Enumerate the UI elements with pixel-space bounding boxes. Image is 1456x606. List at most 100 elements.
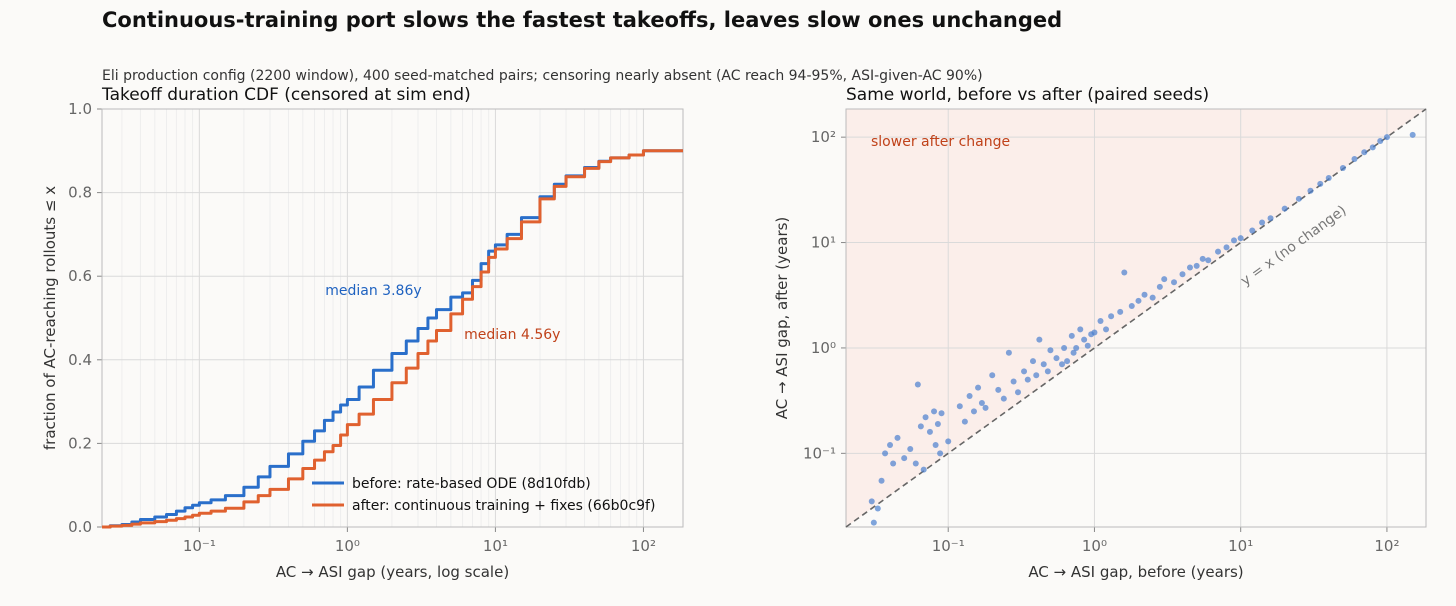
scatter-point: [1070, 349, 1077, 356]
cdf-y-tick-label: 1.0: [68, 100, 92, 118]
scatter-point: [1307, 187, 1314, 194]
scatter-point: [1068, 332, 1075, 339]
cdf-y-tick-label: 0.4: [68, 351, 92, 369]
scatter-x-axis-label: AC → ASI gap, before (years): [1028, 563, 1243, 581]
scatter-y-tick-label: 10²: [811, 128, 836, 146]
scatter-point: [1084, 342, 1091, 349]
scatter-x-tick-label: 10¹: [1228, 537, 1253, 555]
scatter-point: [1249, 227, 1256, 234]
legend-label-after: after: continuous training + fixes (66b0…: [352, 498, 655, 514]
legend-label-before: before: rate-based ODE (8d10fdb): [352, 476, 591, 492]
scatter-point: [1186, 264, 1193, 271]
scatter-y-tick-label: 10⁻¹: [803, 444, 836, 462]
median-annotation: median 4.56y: [464, 327, 560, 343]
scatter-point: [1149, 294, 1156, 301]
scatter-point: [894, 434, 901, 441]
scatter-point: [1205, 257, 1212, 264]
scatter-point: [1141, 291, 1148, 298]
scatter-point: [1081, 336, 1088, 343]
median-annotation: median 3.86y: [325, 283, 421, 299]
scatter-point: [1351, 156, 1358, 163]
scatter-point: [907, 445, 914, 452]
cdf-x-axis-label: AC → ASI gap (years, log scale): [276, 563, 509, 581]
scatter-point: [1369, 144, 1376, 151]
scatter-point: [1128, 303, 1135, 310]
scatter-point: [995, 386, 1002, 393]
scatter-point: [938, 410, 945, 417]
scatter-point: [1033, 372, 1040, 379]
scatter-point: [882, 450, 889, 457]
scatter-point: [1091, 329, 1098, 336]
cdf-panel-title: Takeoff duration CDF (censored at sim en…: [101, 85, 471, 105]
cdf-y-tick-label: 0.0: [68, 518, 92, 536]
scatter-point: [901, 455, 908, 462]
scatter-point: [1040, 361, 1047, 368]
scatter-point: [870, 519, 877, 526]
scatter-point: [1231, 237, 1238, 244]
cdf-plot-frame: [101, 108, 684, 528]
scatter-point: [1135, 297, 1142, 304]
scatter-point: [1061, 344, 1068, 351]
scatter-point: [920, 466, 927, 473]
scatter-point: [1171, 279, 1178, 286]
scatter-point: [1156, 283, 1163, 290]
scatter-point: [1059, 361, 1066, 368]
scatter-point: [887, 441, 894, 448]
scatter-x-tick-label: 10²: [1374, 537, 1399, 555]
scatter-point: [1108, 313, 1115, 320]
after-cdf-line: [102, 149, 683, 529]
scatter-x-tick-label: 10⁻¹: [932, 537, 965, 555]
slower-region-label: slower after change: [871, 134, 1010, 150]
scatter-point: [1064, 358, 1071, 365]
scatter-point: [1259, 219, 1266, 226]
scatter-plot-frame: [845, 108, 1427, 528]
scatter-point: [1361, 149, 1368, 156]
scatter-point: [1339, 164, 1346, 171]
cdf-x-tick-label: 10¹: [483, 537, 508, 555]
scatter-point: [1005, 349, 1012, 356]
scatter-point: [1097, 318, 1104, 325]
scatter-point: [1021, 368, 1028, 375]
scatter-point: [1193, 262, 1200, 269]
scatter-point: [1047, 347, 1054, 354]
scatter-point: [1215, 248, 1222, 255]
scatter-point: [914, 381, 921, 388]
scatter-point: [1409, 131, 1416, 138]
scatter-point: [1161, 276, 1168, 283]
scatter-point: [966, 392, 973, 399]
cdf-y-axis-label: fraction of AC-reaching rollouts ≤ x: [41, 186, 59, 450]
cdf-x-tick-label: 10⁰: [335, 537, 360, 555]
scatter-point: [982, 404, 989, 411]
cdf-y-tick-label: 0.6: [68, 267, 92, 285]
cdf-y-tick-label: 0.8: [68, 184, 92, 202]
cdf-plot-area: [102, 109, 683, 527]
scatter-point: [890, 460, 897, 467]
scatter-point: [1014, 389, 1021, 396]
scatter-point: [975, 384, 982, 391]
scatter-point: [1044, 368, 1051, 375]
scatter-point: [917, 423, 924, 430]
scatter-point: [945, 438, 952, 445]
cdf-y-tick-label: 0.2: [68, 434, 92, 452]
scatter-point: [1179, 271, 1186, 278]
scatter-point: [1281, 205, 1288, 212]
scatter-point: [868, 498, 875, 505]
scatter-point: [978, 400, 985, 407]
scatter-y-tick-label: 10¹: [811, 234, 836, 252]
figure-title: Continuous-training port slows the faste…: [102, 8, 1063, 32]
scatter-point: [1325, 174, 1332, 181]
scatter-point: [922, 414, 929, 421]
scatter-panel-title: Same world, before vs after (paired seed…: [846, 85, 1209, 105]
scatter-point: [989, 372, 996, 379]
scatter-point: [1237, 235, 1244, 242]
scatter-point: [932, 441, 939, 448]
scatter-point: [937, 450, 944, 457]
scatter-point: [926, 428, 933, 435]
scatter-point: [1036, 336, 1043, 343]
scatter-point: [1117, 308, 1124, 315]
cdf-x-tick-label: 10²: [631, 537, 656, 555]
scatter-point: [1000, 395, 1007, 402]
scatter-point: [934, 420, 941, 427]
scatter-point: [1010, 378, 1017, 385]
slower-region-shading: [846, 109, 1426, 527]
